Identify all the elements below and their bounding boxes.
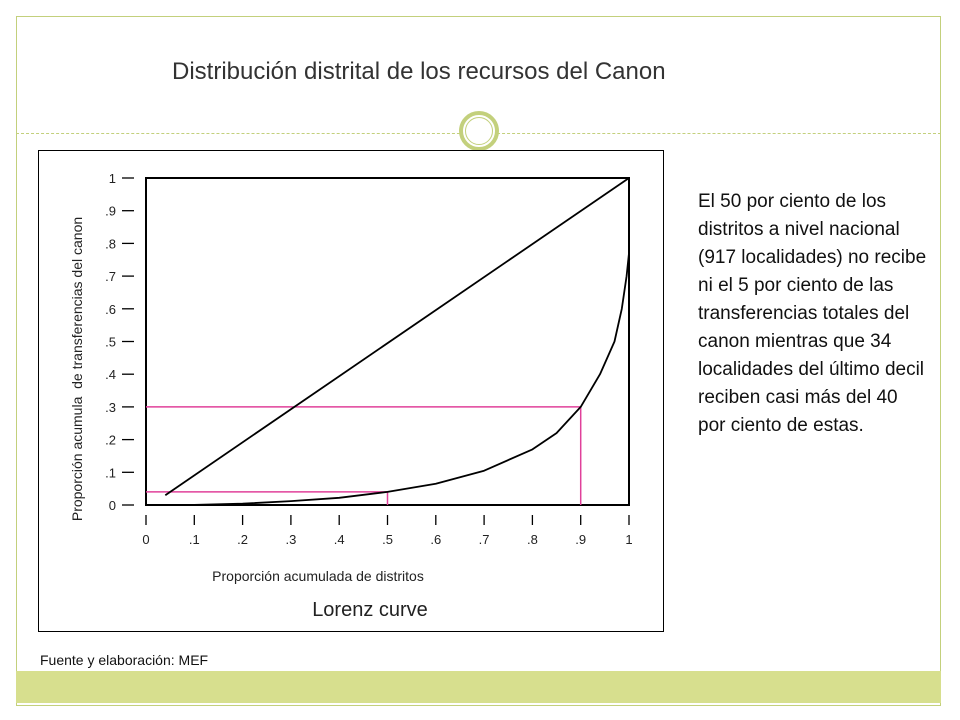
lorenz-curve-line xyxy=(189,253,630,506)
x-tick-label: .6 xyxy=(430,532,441,547)
y-tick-label: .1 xyxy=(105,465,116,480)
x-tick-label: .4 xyxy=(334,532,345,547)
y-tick-label: .8 xyxy=(105,236,116,251)
lorenz-chart: 0 .1 .2 .3 .4 .5 .6 .7 .8 .9 1 0 .1 .2 .3 .4 .5 .6 .7 .8 .9 1… xyxy=(38,150,664,632)
x-tick-label: 0 xyxy=(142,532,149,547)
y-tick-label: .7 xyxy=(105,269,116,284)
x-tick-label: .7 xyxy=(479,532,490,547)
y-tick-label: .9 xyxy=(105,204,116,219)
y-tick-label: .3 xyxy=(105,400,116,415)
slide-frame xyxy=(16,16,941,706)
x-axis-label: Proporción acumulada de distritos xyxy=(212,568,424,584)
y-tick-label: .5 xyxy=(105,335,116,350)
y-tick-label: .4 xyxy=(105,367,116,382)
equality-line xyxy=(164,177,630,496)
series xyxy=(164,177,630,506)
chart-title: Lorenz curve xyxy=(312,599,428,621)
x-tick-label: .3 xyxy=(285,532,296,547)
x-tick-label: .2 xyxy=(237,532,248,547)
x-tick-label: .9 xyxy=(575,532,586,547)
slide-title: Distribución distrital de los recursos d… xyxy=(172,58,666,85)
ticks: 0 .1 .2 .3 .4 .5 .6 .7 .8 .9 1 0 .1 .2 .3 .4 .5 .6 .7 .8 .9 1 xyxy=(105,171,632,547)
ring-inner xyxy=(465,117,493,145)
x-tick-label: .5 xyxy=(382,532,393,547)
x-tick-label: 1 xyxy=(625,532,632,547)
ring-ornament xyxy=(459,111,499,151)
x-tick-label: .8 xyxy=(527,532,538,547)
description-text: El 50 por ciento de los distritos a nive… xyxy=(698,191,927,436)
bottom-band xyxy=(16,671,941,703)
y-axis-label: Proporción acumula de transferencias del… xyxy=(69,217,85,521)
y-tick-label: .2 xyxy=(105,433,116,448)
chart-svg: 0 .1 .2 .3 .4 .5 .6 .7 .8 .9 1 0 .1 .2 .3 .4 .5 .6 .7 .8 .9 1… xyxy=(69,171,633,621)
y-tick-label: 1 xyxy=(109,171,116,186)
reference-lines xyxy=(146,406,582,505)
x-tick-label: .1 xyxy=(189,532,200,547)
y-tick-label: .6 xyxy=(105,302,116,317)
y-tick-label: 0 xyxy=(109,498,116,513)
source-note: Fuente y elaboración: MEF xyxy=(40,652,209,668)
